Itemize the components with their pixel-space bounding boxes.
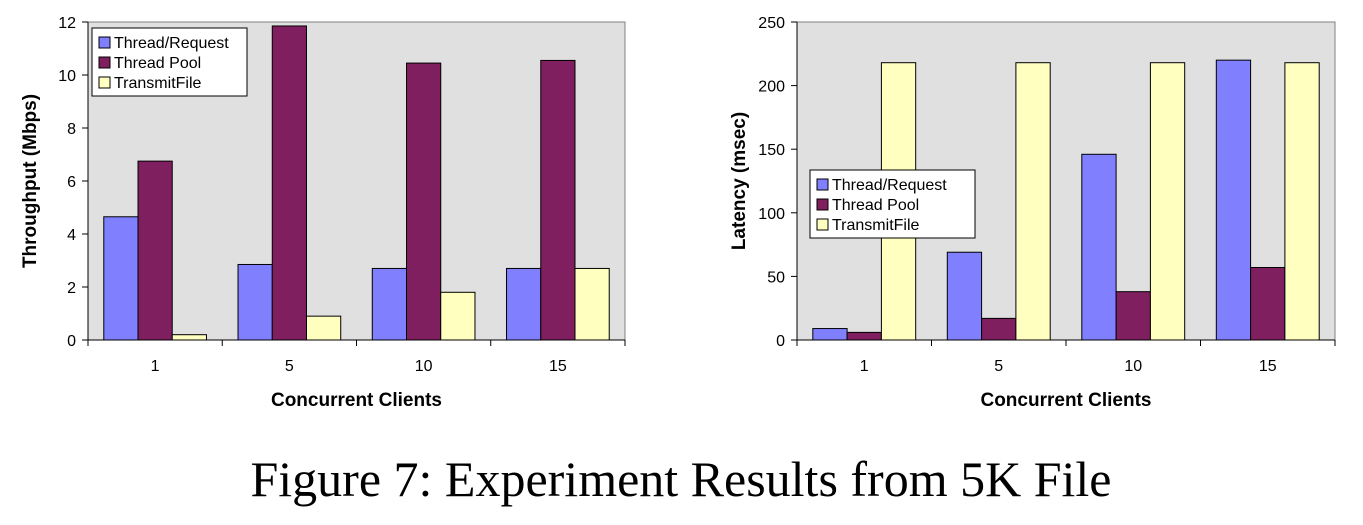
bar-thread-request-5 (946, 251, 983, 341)
x-tick-label: 5 (285, 358, 294, 375)
legend-label: Thread Pool (832, 197, 919, 214)
bar-transmitfile-15 (1284, 62, 1320, 341)
y-tick-label: 0 (67, 333, 76, 350)
bar-thread-request-10 (1081, 153, 1117, 341)
bar-thread-request-1 (103, 216, 139, 341)
x-tick-label: 15 (549, 358, 567, 375)
legend-swatch (816, 218, 829, 231)
bar-thread-pool-5 (271, 25, 307, 341)
bar-transmitfile-10 (1149, 62, 1186, 341)
bar-thread-pool-5 (981, 317, 1017, 341)
y-tick-label: 2 (67, 280, 76, 297)
y-axis-label: Throughput (Mbps) (20, 94, 41, 268)
legend-label: Thread/Request (114, 35, 229, 52)
legend-swatch (98, 56, 111, 69)
y-tick-label: 4 (67, 227, 76, 244)
legend-swatch (98, 76, 111, 89)
y-axis-label: Latency (msec) (729, 112, 750, 250)
bar-thread-pool-10 (406, 62, 442, 341)
bar-thread-request-5 (237, 263, 273, 341)
legend-label: Thread Pool (114, 55, 201, 72)
legend-label: TransmitFile (832, 217, 920, 234)
x-tick-label: 1 (151, 358, 160, 375)
bar-thread-request-15 (1215, 59, 1252, 341)
x-tick-label: 10 (415, 358, 433, 375)
x-tick-label: 5 (994, 358, 1003, 375)
y-tick-label: 10 (58, 68, 76, 85)
legend-label: Thread/Request (832, 177, 947, 194)
legend: Thread/Request Thread Pool TransmitFile (809, 169, 976, 239)
legend-swatch (816, 178, 829, 191)
bar-transmitfile-10 (440, 291, 476, 341)
bar-thread-request-10 (371, 267, 408, 341)
x-tick-label: 1 (860, 358, 869, 375)
legend-swatch (816, 198, 829, 211)
bar-transmitfile-5 (1015, 62, 1051, 341)
y-tick-label: 50 (767, 269, 785, 286)
legend-swatch (98, 36, 111, 49)
legend-label: TransmitFile (114, 75, 202, 92)
y-tick-label: 0 (776, 333, 785, 350)
bar-thread-pool-15 (540, 59, 576, 341)
figure-caption: Figure 7: Experiment Results from 5K Fil… (250, 451, 1111, 507)
y-tick-label: 12 (58, 15, 76, 32)
bar-thread-pool-1 (846, 331, 882, 341)
x-axis-label: Concurrent Clients (271, 390, 442, 411)
bar-transmitfile-15 (574, 267, 610, 341)
y-tick-label: 100 (758, 206, 785, 223)
y-tick-label: 150 (758, 142, 785, 159)
y-tick-label: 6 (67, 174, 76, 191)
bar-transmitfile-5 (305, 315, 342, 341)
x-tick-label: 10 (1124, 358, 1142, 375)
y-tick-label: 8 (67, 121, 76, 138)
bar-thread-request-15 (506, 267, 542, 341)
legend: Thread/Request Thread Pool TransmitFile (91, 27, 248, 97)
legend-box (809, 169, 976, 239)
x-tick-label: 15 (1259, 358, 1277, 375)
bar-thread-pool-15 (1250, 266, 1286, 341)
legend-box (91, 27, 248, 97)
y-tick-label: 200 (758, 79, 785, 96)
bar-transmitfile-1 (171, 334, 207, 341)
bar-thread-pool-10 (1115, 291, 1151, 341)
bar-thread-pool-1 (137, 160, 173, 341)
bar-thread-request-1 (812, 328, 848, 341)
x-axis-label: Concurrent Clients (980, 390, 1151, 411)
y-tick-label: 250 (758, 15, 785, 32)
